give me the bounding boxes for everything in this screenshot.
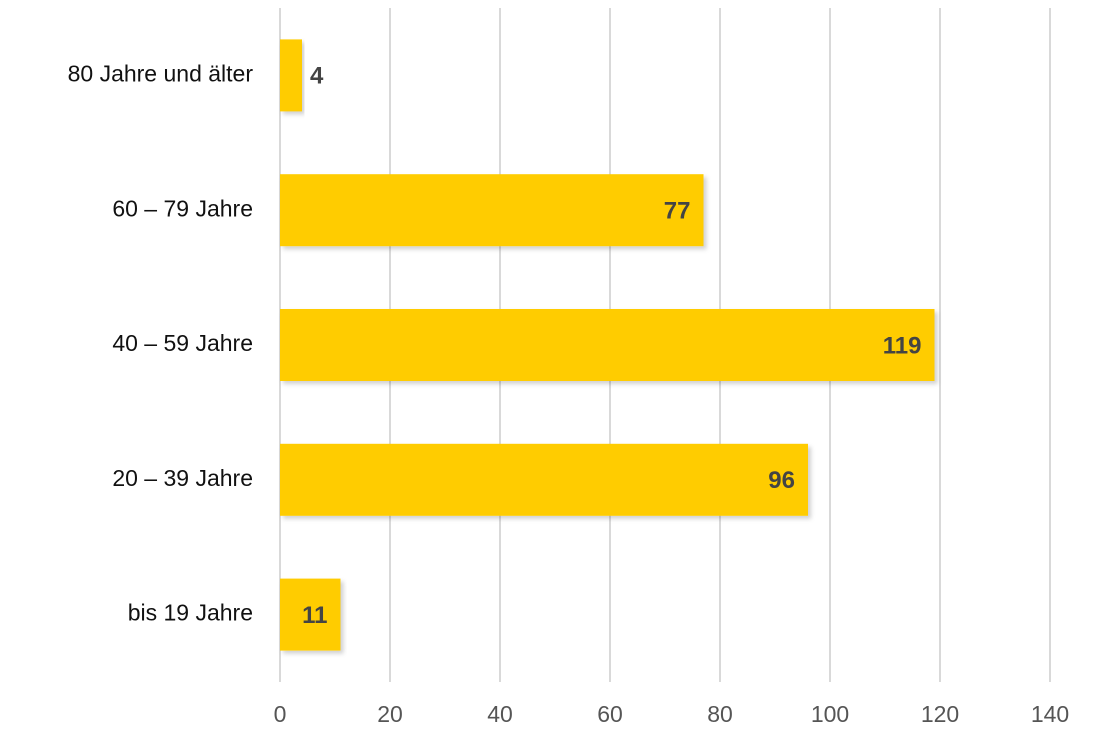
x-tick-label: 60 (597, 701, 623, 727)
bar (280, 174, 704, 247)
x-tick-label: 20 (377, 701, 403, 727)
value-label: 4 (310, 63, 324, 90)
value-label: 119 (883, 332, 922, 359)
bar (280, 39, 302, 112)
value-label: 77 (664, 198, 691, 225)
value-label: 11 (302, 602, 327, 629)
bar (280, 443, 808, 516)
x-tick-label: 100 (811, 701, 849, 727)
bar (280, 578, 341, 651)
y-tick-label: 60 – 79 Jahre (112, 195, 253, 221)
x-tick-label: 120 (921, 701, 959, 727)
x-tick-label: 40 (487, 701, 513, 727)
y-tick-label: 40 – 59 Jahre (112, 330, 253, 356)
bar (280, 309, 935, 381)
y-tick-label: 80 Jahre und älter (68, 60, 254, 86)
x-tick-label: 140 (1031, 701, 1069, 727)
y-tick-label: 20 – 39 Jahre (112, 465, 253, 491)
y-tick-label: bis 19 Jahre (128, 600, 253, 626)
x-tick-label: 80 (707, 701, 733, 727)
value-label: 96 (768, 467, 795, 494)
x-tick-label: 0 (274, 701, 287, 727)
